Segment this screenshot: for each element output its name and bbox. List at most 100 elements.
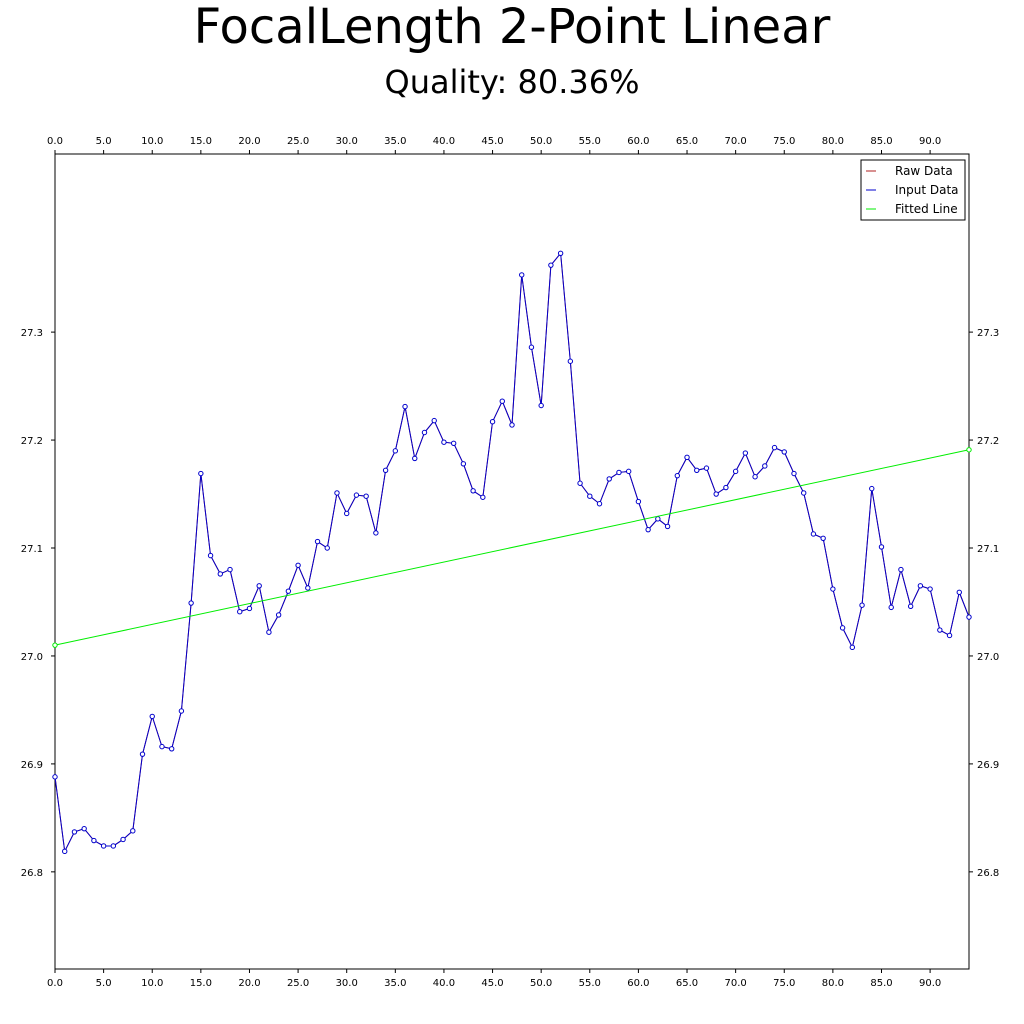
x-tick-label-bottom: 65.0	[676, 978, 698, 989]
x-tick-label-bottom: 30.0	[336, 978, 358, 989]
x-tick-label-top: 15.0	[190, 136, 212, 147]
input-data-point	[168, 746, 175, 752]
input-data-point	[820, 535, 826, 541]
input-data-point	[480, 494, 486, 500]
input-data-point	[382, 467, 389, 473]
input-data-point	[460, 461, 467, 467]
input-data-line	[54, 252, 970, 854]
x-tick-label-top: 45.0	[481, 136, 503, 147]
input-data-point	[927, 586, 933, 592]
input-data-point	[528, 344, 535, 350]
input-data-point	[450, 440, 457, 446]
x-axis: 0.0 0.0 5.0 5.0 10.0 10.0 15.0 15.0 20.0 20.0 25.0…	[47, 136, 941, 989]
input-data-point	[373, 530, 379, 536]
input-data-point	[81, 825, 87, 832]
input-data-point	[275, 612, 282, 618]
input-data-point	[207, 552, 214, 559]
fitted-line-line	[54, 449, 970, 646]
input-data-point	[674, 472, 680, 479]
input-data-point	[314, 538, 321, 545]
x-tick-label-bottom: 60.0	[627, 978, 649, 989]
input-data-point	[402, 403, 408, 410]
input-data-point	[91, 837, 97, 844]
input-data-point	[509, 422, 515, 428]
input-data-point	[71, 829, 78, 835]
input-data-point	[917, 583, 924, 589]
input-data-point	[159, 743, 165, 750]
x-tick-label-top: 75.0	[773, 136, 795, 147]
legend-label-input-data: Input Data	[895, 183, 959, 197]
y-axis: 26.8 26.8 26.9 26.9 27.0 27.0 27.1 27.1 27.2 27.2…	[21, 328, 1000, 879]
x-tick-label-bottom: 35.0	[384, 978, 406, 989]
input-data-point	[596, 501, 603, 507]
input-data-point	[810, 531, 817, 537]
input-data-point	[548, 262, 554, 268]
fitted-line-endpoint	[966, 447, 972, 453]
y-tick-label-right: 27.1	[977, 544, 999, 555]
x-tick-label-top: 65.0	[676, 136, 698, 147]
input-data-point	[217, 571, 223, 577]
input-data-point	[392, 448, 399, 454]
x-tick-label-top: 60.0	[627, 136, 649, 147]
input-data-point	[100, 843, 107, 849]
input-data-point	[907, 603, 914, 609]
y-tick-label-left: 26.8	[21, 868, 43, 879]
input-data-point	[625, 468, 632, 475]
input-data-point	[655, 516, 661, 522]
input-data-point	[344, 510, 350, 517]
input-data-point	[849, 644, 856, 651]
y-tick-label-left: 26.9	[21, 760, 43, 771]
y-tick-label-left: 27.1	[21, 544, 43, 555]
x-tick-label-top: 70.0	[725, 136, 747, 147]
raw-data-line	[54, 252, 970, 854]
y-tick-label-left: 27.2	[21, 436, 43, 447]
input-data-point	[52, 774, 58, 780]
y-tick-label-right: 27.3	[977, 328, 999, 339]
x-tick-label-bottom: 15.0	[190, 978, 212, 989]
x-tick-label-top: 10.0	[141, 136, 163, 147]
chart-title: FocalLength 2-Point Linear	[193, 0, 831, 55]
x-tick-label-bottom: 80.0	[822, 978, 844, 989]
input-data-point	[694, 467, 700, 473]
x-tick-label-bottom: 70.0	[725, 978, 747, 989]
input-data-point	[839, 625, 846, 631]
input-data-point	[441, 439, 447, 445]
input-data-point	[499, 398, 505, 404]
input-data-point	[742, 450, 749, 456]
input-data-point	[888, 604, 894, 611]
input-data-point	[62, 848, 68, 855]
x-tick-label-bottom: 5.0	[96, 978, 112, 989]
fitted-line-endpoint	[52, 642, 58, 648]
plot-area-frame	[54, 153, 970, 970]
input-data-point	[577, 480, 583, 486]
input-data-point	[139, 751, 146, 757]
input-data-point	[703, 465, 710, 471]
input-data-point	[188, 600, 194, 606]
input-data-point	[130, 828, 136, 834]
input-data-point	[285, 588, 292, 594]
input-data-point	[421, 429, 428, 436]
x-tick-label-bottom: 0.0	[47, 978, 63, 989]
input-data-point	[801, 490, 807, 496]
input-data-point	[723, 484, 729, 491]
input-data-point	[752, 474, 758, 480]
x-tick-label-top: 35.0	[384, 136, 406, 147]
y-tick-label-left: 27.0	[21, 652, 43, 663]
x-tick-label-bottom: 40.0	[433, 978, 455, 989]
input-data-point	[664, 523, 671, 530]
input-data-point	[616, 469, 622, 476]
x-tick-label-bottom: 90.0	[919, 978, 941, 989]
input-data-point	[256, 583, 262, 589]
input-data-point	[645, 526, 651, 533]
input-data-point	[946, 632, 953, 639]
input-data-point	[830, 586, 836, 592]
legend-box	[860, 159, 966, 221]
x-tick-label-bottom: 20.0	[238, 978, 260, 989]
input-data-point	[120, 836, 126, 843]
input-data-point	[266, 629, 272, 635]
x-tick-label-bottom: 85.0	[870, 978, 892, 989]
x-tick-label-bottom: 55.0	[579, 978, 601, 989]
input-data-point	[519, 272, 525, 278]
input-data-point	[684, 454, 690, 461]
